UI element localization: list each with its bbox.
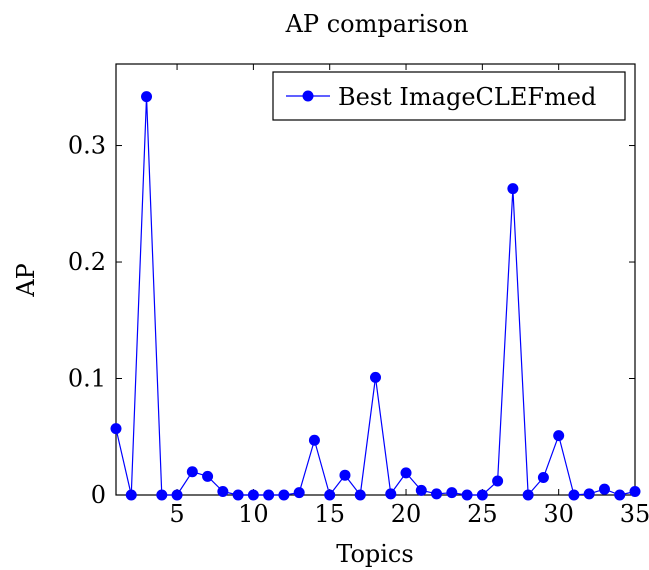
data-point bbox=[141, 91, 153, 103]
data-point bbox=[202, 470, 214, 482]
data-point bbox=[461, 489, 473, 501]
legend-box bbox=[272, 71, 626, 121]
data-point bbox=[385, 488, 397, 500]
data-point bbox=[629, 486, 641, 498]
data-point bbox=[354, 489, 366, 501]
y-tick-label: 0.1 bbox=[68, 365, 106, 393]
y-tick-label: 0.2 bbox=[68, 248, 106, 276]
y-tick-label: 0 bbox=[91, 481, 106, 509]
series-layer bbox=[110, 91, 641, 501]
x-tick-label: 15 bbox=[314, 500, 345, 528]
chart-title: AP comparison bbox=[285, 10, 469, 38]
data-point bbox=[507, 183, 519, 195]
x-tick-label: 10 bbox=[238, 500, 269, 528]
data-point bbox=[476, 489, 488, 501]
x-tick-label: 25 bbox=[467, 500, 498, 528]
data-point bbox=[247, 489, 259, 501]
data-point bbox=[324, 489, 336, 501]
data-point bbox=[293, 487, 305, 499]
data-point bbox=[415, 484, 427, 496]
data-point bbox=[537, 472, 549, 484]
x-tick-label: 35 bbox=[620, 500, 649, 528]
data-point bbox=[431, 488, 443, 500]
plot-area-frame bbox=[115, 63, 636, 496]
x-tick-label: 20 bbox=[391, 500, 422, 528]
data-point bbox=[125, 489, 137, 501]
data-point bbox=[568, 489, 580, 501]
data-point bbox=[232, 489, 244, 501]
data-point bbox=[171, 489, 183, 501]
data-point bbox=[156, 489, 168, 501]
data-point bbox=[446, 487, 458, 499]
data-point bbox=[583, 488, 595, 500]
data-point bbox=[370, 371, 381, 383]
data-point bbox=[263, 489, 275, 501]
data-point bbox=[400, 467, 412, 479]
data-point bbox=[217, 486, 229, 498]
data-point bbox=[186, 466, 198, 478]
data-point bbox=[614, 489, 626, 501]
data-point bbox=[553, 430, 565, 442]
x-axis-label: Topics bbox=[336, 540, 413, 568]
data-point bbox=[110, 423, 122, 435]
x-tick-label: 30 bbox=[543, 500, 574, 528]
x-tick-label: 5 bbox=[169, 500, 184, 528]
data-point bbox=[278, 489, 290, 501]
data-point bbox=[492, 475, 504, 487]
legend: Best ImageCLEFmed bbox=[272, 71, 626, 121]
y-tick-label: 0.3 bbox=[68, 132, 106, 160]
data-point bbox=[598, 483, 610, 495]
tick-labels: 5 10 15 20 25 30 35 0 0.1 0.2 0.3 bbox=[68, 132, 649, 528]
legend-label: Best ImageCLEFmed bbox=[338, 83, 596, 111]
data-point bbox=[308, 434, 320, 446]
y-axis-label: AP bbox=[12, 263, 40, 297]
legend-marker-swatch bbox=[302, 90, 314, 102]
data-point bbox=[522, 489, 534, 501]
data-point bbox=[339, 469, 351, 481]
